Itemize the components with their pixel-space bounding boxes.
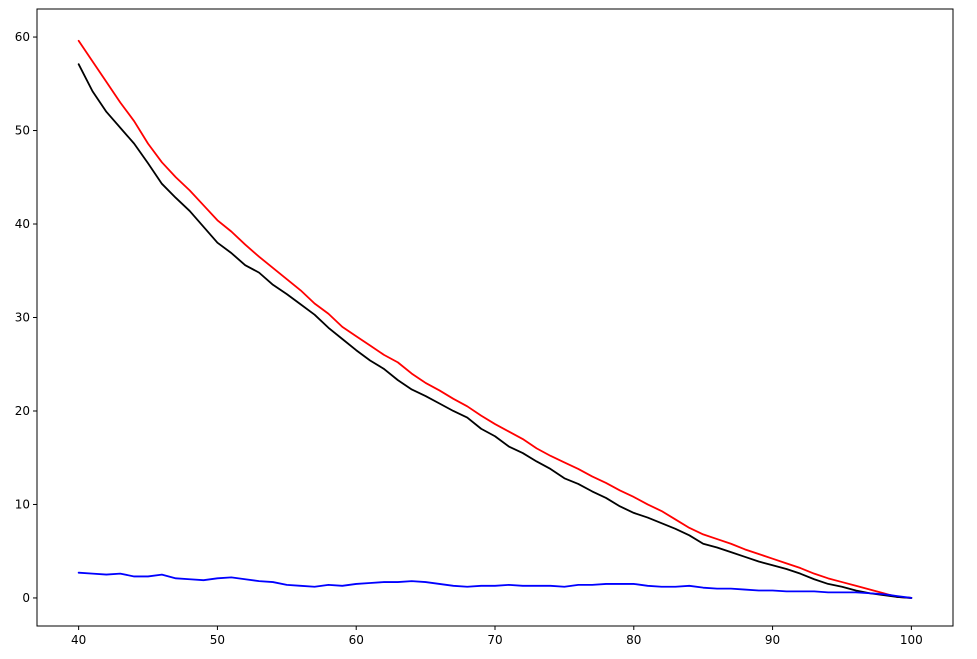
y-tick-label: 0 (22, 591, 30, 605)
y-tick-label: 30 (15, 311, 30, 325)
series-line-3 (77, 571, 913, 599)
y-tick-label: 50 (15, 124, 30, 138)
x-tick-label: 40 (71, 633, 86, 647)
x-tick-label: 100 (900, 633, 923, 647)
y-tick-label: 60 (15, 30, 30, 44)
y-tick-label: 20 (15, 404, 30, 418)
x-tick-label: 80 (626, 633, 641, 647)
series-line-2 (77, 63, 913, 599)
plot-area (37, 9, 953, 626)
x-tick-label: 60 (349, 633, 364, 647)
y-axis: 0 10 20 30 40 50 60 (15, 30, 37, 605)
y-tick-label: 40 (15, 217, 30, 231)
y-tick-label: 10 (15, 497, 30, 511)
series-line-1 (77, 39, 913, 599)
x-tick-label: 50 (210, 633, 225, 647)
x-tick-label: 70 (487, 633, 502, 647)
x-axis: 40 50 60 70 80 90 100 (71, 626, 923, 647)
x-tick-label: 90 (765, 633, 780, 647)
series-layer (77, 39, 913, 599)
